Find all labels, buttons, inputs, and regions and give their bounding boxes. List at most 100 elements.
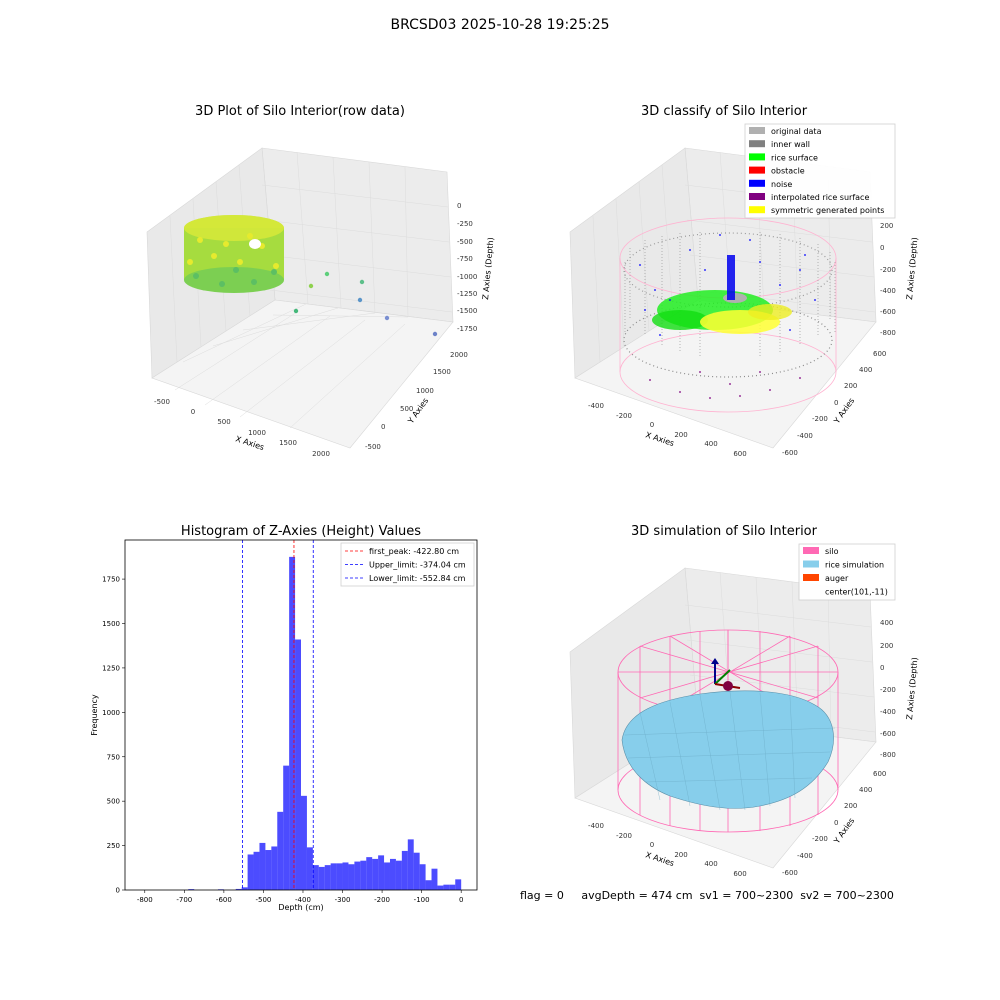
histogram-y-tick-label: 750 (107, 753, 120, 761)
histogram-bar (354, 861, 361, 890)
histogram-y-label: Frequency (90, 694, 99, 736)
histogram-bar (401, 850, 408, 890)
sim-ztick: -200 (880, 686, 896, 694)
raw-ztick: -250 (457, 220, 473, 228)
histogram-legend-label: Upper_limit: -374.04 cm (369, 561, 466, 570)
classify-ytick: 0 (834, 399, 838, 407)
histogram-bar (241, 887, 248, 890)
histogram-bar (235, 888, 242, 890)
raw-y-ticks: -500 0 500 1000 1500 2000 (365, 351, 468, 451)
simulation-y-ticks: -600 -400 -200 0 200 400 600 (782, 770, 886, 877)
simulation-legend-label: auger (825, 574, 849, 583)
histogram-bar (312, 865, 319, 890)
raw-plot-title: 3D Plot of Silo Interior(row data) (195, 104, 405, 119)
histogram-x-tick-label: -500 (255, 896, 271, 904)
histogram-bar (324, 865, 331, 890)
histogram-bar (437, 885, 444, 890)
histogram-bar (389, 858, 396, 890)
histogram-bar (384, 862, 390, 890)
histogram-x-tick-label: -800 (137, 896, 153, 904)
raw-ytick: 2000 (450, 351, 468, 359)
sim-ytick: 400 (859, 786, 872, 794)
sim-ytick: 600 (873, 770, 886, 778)
raw-ztick: -750 (457, 255, 473, 263)
sim-xtick: 600 (733, 870, 746, 878)
sim-ztick: 0 (880, 664, 884, 672)
sim-xtick: 400 (704, 860, 717, 868)
classify-ytick: 400 (859, 366, 872, 374)
raw-ztick: -500 (457, 238, 473, 246)
legend-swatch (749, 166, 765, 174)
histogram-title: Histogram of Z-Axies (Height) Values (180, 524, 422, 539)
sim-ztick: -600 (880, 730, 896, 738)
sim-ztick: -400 (880, 708, 896, 716)
histogram-bar (395, 860, 402, 890)
sim-xtick: 0 (650, 841, 654, 849)
histogram-y-tick-label: 1000 (102, 709, 120, 717)
status-footer: flag = 0 avgDepth = 474 cm sv1 = 700~230… (520, 889, 894, 902)
simulation-legend-label: center(101,-11) (825, 588, 888, 597)
histogram-bars (188, 556, 462, 890)
raw-z-ticks: 0 -250 -500 -750 -1000 -1250 -1500 -1750 (457, 202, 477, 333)
raw-x-ticks: -500 0 500 1000 1500 2000 (154, 398, 330, 458)
sim-xtick: -200 (616, 832, 632, 840)
histogram-y-ticks: 0 250 500 750 1000 1250 1500 1750 (102, 576, 125, 895)
raw-xtick: 0 (191, 408, 195, 416)
classify-legend-label: symmetric generated points (771, 206, 884, 215)
classify-ztick: -200 (880, 266, 896, 274)
histogram-bar (449, 884, 456, 890)
raw-xtick: -500 (154, 398, 170, 406)
histogram-y-tick-label: 250 (107, 842, 120, 850)
legend-swatch (749, 153, 765, 161)
raw-ytick: 0 (381, 423, 385, 431)
sim-ytick: -600 (782, 869, 798, 877)
histogram-y-tick-label: 1250 (102, 664, 120, 672)
histogram-legend (340, 542, 475, 587)
classify-xtick: 400 (704, 440, 717, 448)
histogram-x-tick-label: -100 (414, 896, 430, 904)
legend-swatch (749, 179, 765, 187)
classify-plot-title: 3D classify of Silo Interior (640, 104, 808, 119)
histogram-bar (247, 854, 254, 890)
classify-ztick: 0 (880, 244, 884, 252)
histogram-x-tick-label: -700 (176, 896, 192, 904)
raw-ztick: 0 (457, 202, 461, 210)
classify-x-ticks: -400 -200 0 200 400 600 (588, 402, 747, 458)
simulation-plot-title: 3D simulation of Silo Interior (631, 524, 817, 539)
histogram-bar (301, 795, 307, 890)
classify-xtick: -400 (588, 402, 604, 410)
histogram-bar (259, 842, 266, 890)
histogram-bar (419, 864, 426, 890)
histogram-legend-label: first_peak: -422.80 cm (369, 547, 459, 556)
raw-ztick: -1250 (457, 290, 477, 298)
histogram-bar (431, 868, 438, 890)
histogram-legend-label: Lower_limit: -552.84 cm (369, 574, 466, 583)
histogram-y-tick-label: 1750 (102, 576, 120, 584)
raw-ytick: -500 (365, 443, 381, 451)
sim-ytick: 200 (844, 802, 857, 810)
raw-xtick: 1500 (279, 439, 297, 447)
histogram-y-tick-label: 500 (107, 798, 120, 806)
classify-ztick: -600 (880, 308, 896, 316)
classify-y-ticks: -600 -400 -200 0 200 400 600 (782, 350, 886, 457)
histogram-bar (413, 852, 420, 890)
raw-ytick: 500 (400, 405, 413, 413)
raw-point-cloud (184, 215, 438, 337)
legend-swatch (803, 574, 819, 581)
legend-swatch (749, 193, 765, 200)
classify-xtick: 200 (674, 431, 687, 439)
classify-xtick: 600 (733, 450, 746, 458)
classify-ytick: -600 (782, 449, 798, 457)
histogram-bar (360, 860, 367, 890)
raw-ytick: 1500 (433, 368, 451, 376)
raw-xtick: 500 (217, 418, 230, 426)
simulation-x-ticks: -400 -200 0 200 400 600 (588, 822, 747, 878)
sim-x-label: X Axies (644, 850, 675, 868)
histogram-y-tick-label: 0 (116, 887, 120, 895)
sim-ztick: 200 (880, 642, 893, 650)
classify-xtick: -200 (616, 412, 632, 420)
